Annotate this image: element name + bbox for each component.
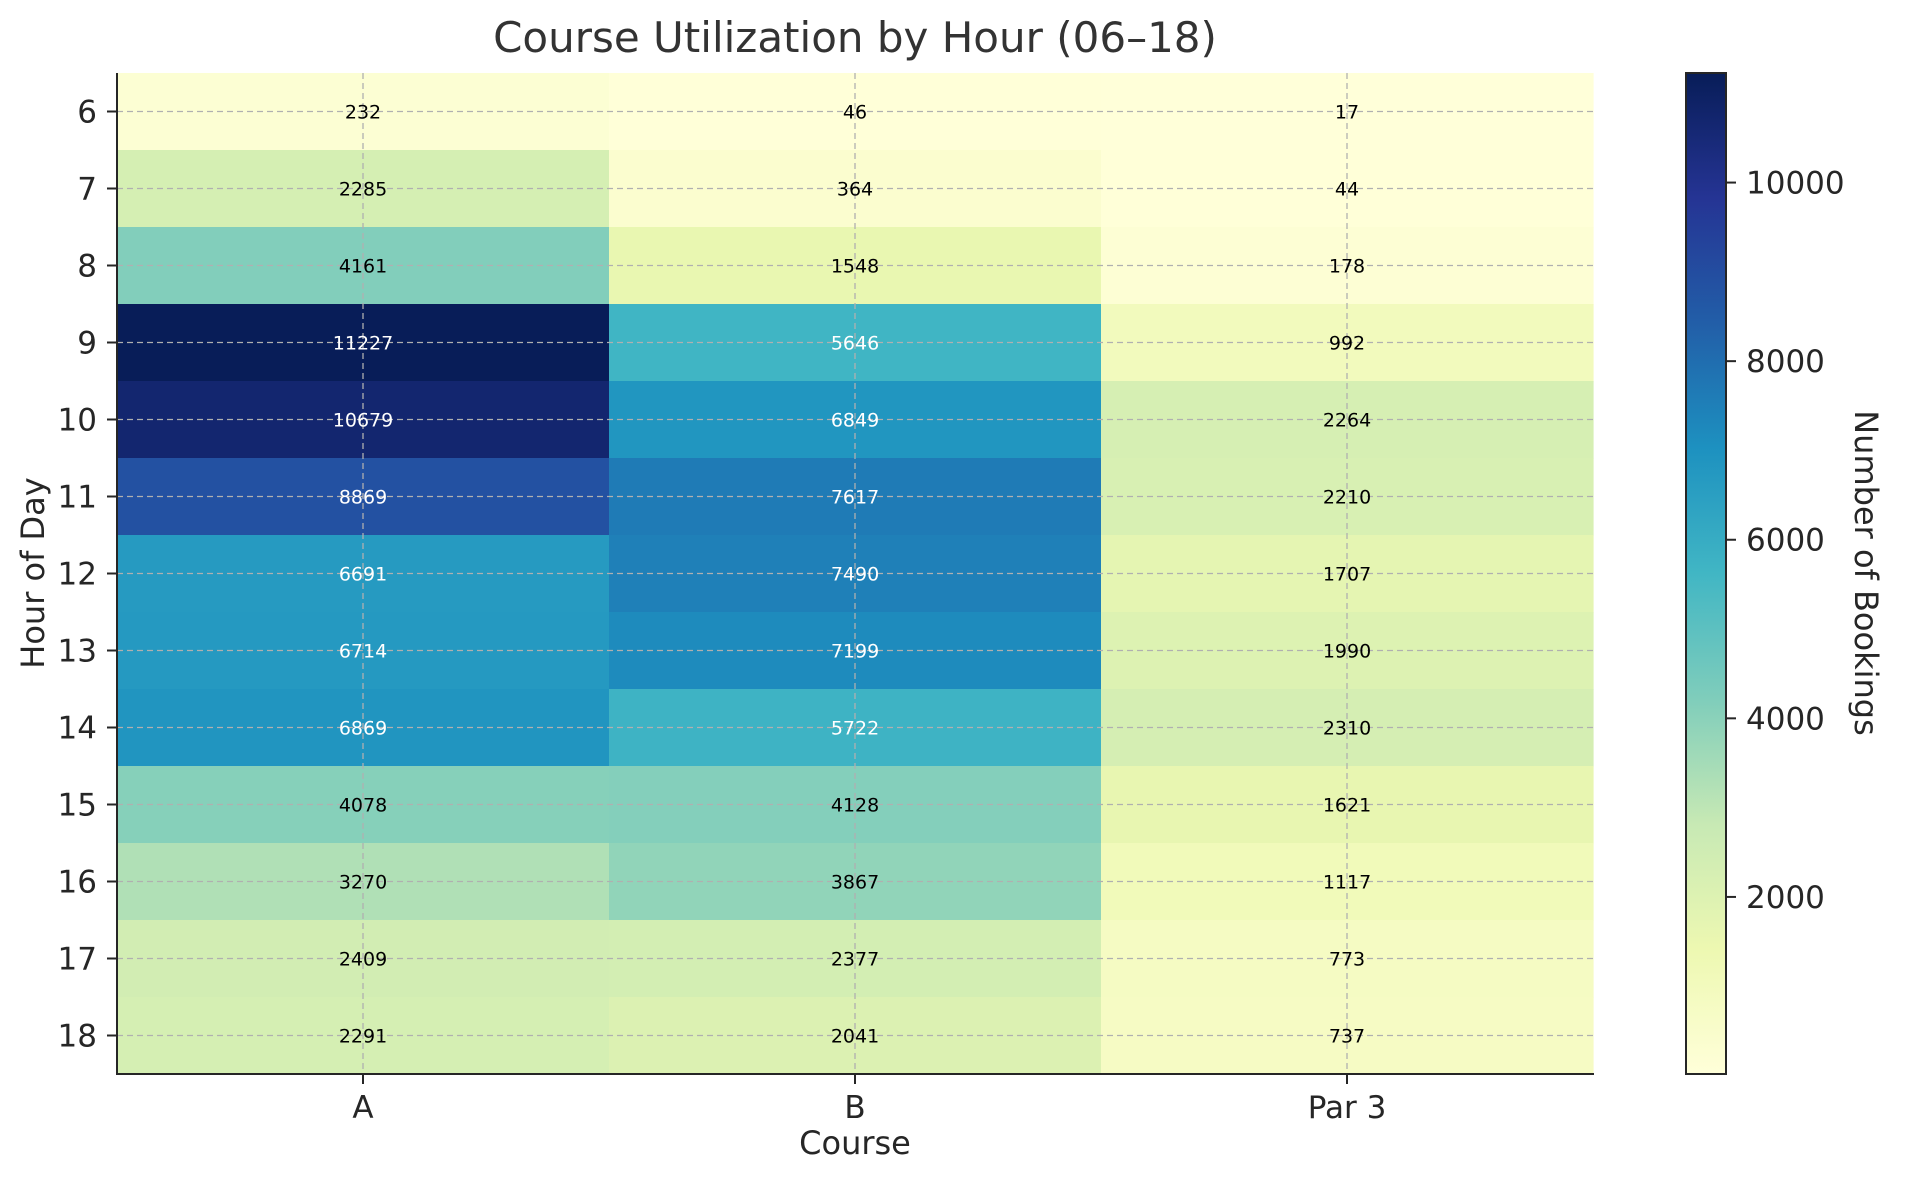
- cell-value-label: 8869: [339, 487, 387, 509]
- cell-value-label: 10679: [333, 410, 393, 432]
- y-ticks: 6 7 8 9 10 11 12 13 14 15 16 17 18: [58, 95, 117, 1055]
- cell-value-label: 737: [1329, 1026, 1365, 1048]
- colorbar-tick-label: 8000: [1746, 344, 1825, 380]
- cell-value-label: 2310: [1323, 718, 1371, 740]
- x-tick-label: A: [352, 1090, 373, 1126]
- y-tick-label: 6: [77, 95, 97, 131]
- cell-value-label: 6849: [831, 410, 879, 432]
- cell-value-label: 2409: [339, 949, 387, 971]
- colorbar-tick-label: 2000: [1746, 880, 1825, 916]
- colorbar-tick-label: 6000: [1746, 523, 1825, 559]
- y-tick-label: 12: [58, 557, 97, 593]
- cell-value-label: 7199: [831, 641, 879, 663]
- cell-value-label: 6869: [339, 718, 387, 740]
- colorbar-tick-label: 4000: [1746, 701, 1825, 737]
- cell-value-label: 992: [1329, 333, 1365, 355]
- y-tick-label: 18: [58, 1019, 97, 1055]
- cell-value-label: 178: [1329, 256, 1365, 278]
- cell-value-label: 3270: [339, 872, 387, 894]
- colorbar-label: Number of Bookings: [1847, 410, 1885, 736]
- y-tick-label: 14: [58, 711, 97, 747]
- cell-value-label: 5646: [831, 333, 879, 355]
- colorbar: [1685, 72, 1727, 1075]
- cell-value-label: 1621: [1323, 795, 1371, 817]
- cell-value-label: 2285: [339, 179, 387, 201]
- cell-value-label: 4078: [339, 795, 387, 817]
- cell-value-label: 1990: [1323, 641, 1371, 663]
- y-tick-label: 16: [58, 865, 97, 901]
- cell-value-label: 7490: [831, 564, 879, 586]
- cell-value-label: 2291: [339, 1026, 387, 1048]
- y-axis-label: Hour of Day: [14, 477, 52, 668]
- cell-value-label: 1117: [1323, 872, 1371, 894]
- cell-value-label: 232: [345, 102, 381, 124]
- y-tick-label: 10: [58, 403, 97, 439]
- chart-title: Course Utilization by Hour (06–18): [493, 13, 1217, 62]
- cell-value-label: 17: [1335, 102, 1359, 124]
- cell-value-label: 6714: [339, 641, 387, 663]
- cell-value-label: 2041: [831, 1026, 879, 1048]
- cell-value-label: 2264: [1323, 410, 1371, 432]
- cell-value-label: 5722: [831, 718, 879, 740]
- colorbar-ticks: 2000 4000 6000 8000 10000: [1726, 166, 1845, 916]
- grid-lines: [117, 73, 1593, 1074]
- colorbar-tick-label: 10000: [1746, 166, 1845, 202]
- cell-labels: 232 46 17 2285 364 44 4161 1548 178 11227 5646 992 1…: [333, 102, 1371, 1048]
- cell-value-label: 2210: [1323, 487, 1371, 509]
- cell-value-label: 1548: [831, 256, 879, 278]
- x-tick-label: B: [844, 1090, 865, 1126]
- y-tick-label: 8: [77, 249, 97, 285]
- y-tick-label: 17: [58, 942, 97, 978]
- y-tick-label: 11: [58, 480, 97, 516]
- cell-value-label: 1707: [1323, 564, 1371, 586]
- x-axis-label: Course: [799, 1124, 911, 1162]
- cell-value-label: 4128: [831, 795, 879, 817]
- cell-value-label: 11227: [333, 333, 393, 355]
- cell-value-label: 2377: [831, 949, 879, 971]
- cell-value-label: 4161: [339, 256, 387, 278]
- cell-value-label: 3867: [831, 872, 879, 894]
- cell-value-label: 364: [837, 179, 873, 201]
- cell-value-label: 46: [843, 102, 867, 124]
- cell-value-label: 773: [1329, 949, 1365, 971]
- y-tick-label: 15: [58, 788, 97, 824]
- y-tick-label: 7: [77, 172, 97, 208]
- y-tick-label: 13: [58, 634, 97, 670]
- cell-value-label: 44: [1335, 179, 1359, 201]
- x-tick-label: Par 3: [1308, 1090, 1387, 1126]
- y-tick-label: 9: [77, 326, 97, 362]
- cell-value-label: 7617: [831, 487, 879, 509]
- x-ticks: A B Par 3: [352, 1074, 1386, 1126]
- cell-value-label: 6691: [339, 564, 387, 586]
